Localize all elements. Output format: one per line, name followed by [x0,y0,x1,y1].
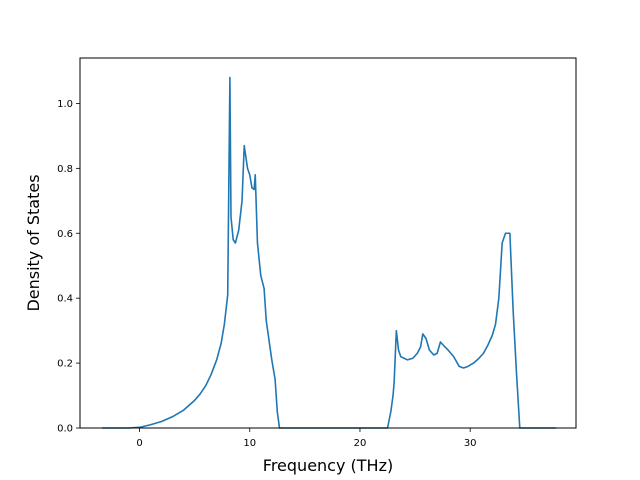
x-tick-label: 0 [136,438,142,449]
y-tick-label: 0.2 [57,359,73,370]
y-tick-label: 0.4 [57,294,73,305]
y-tick-label: 0.0 [57,424,73,435]
x-tick-label: 30 [464,438,477,449]
y-tick-label: 1.0 [57,99,73,110]
y-tick-label: 0.8 [57,164,73,175]
y-tick-label: 0.6 [57,229,73,240]
x-tick-label: 20 [354,438,367,449]
x-axis-label: Frequency (THz) [263,456,393,475]
x-tick-label: 10 [243,438,256,449]
plot-area-frame [79,57,577,429]
dos-series-line-0 [102,76,557,429]
y-axis-label: Density of States [24,174,43,311]
